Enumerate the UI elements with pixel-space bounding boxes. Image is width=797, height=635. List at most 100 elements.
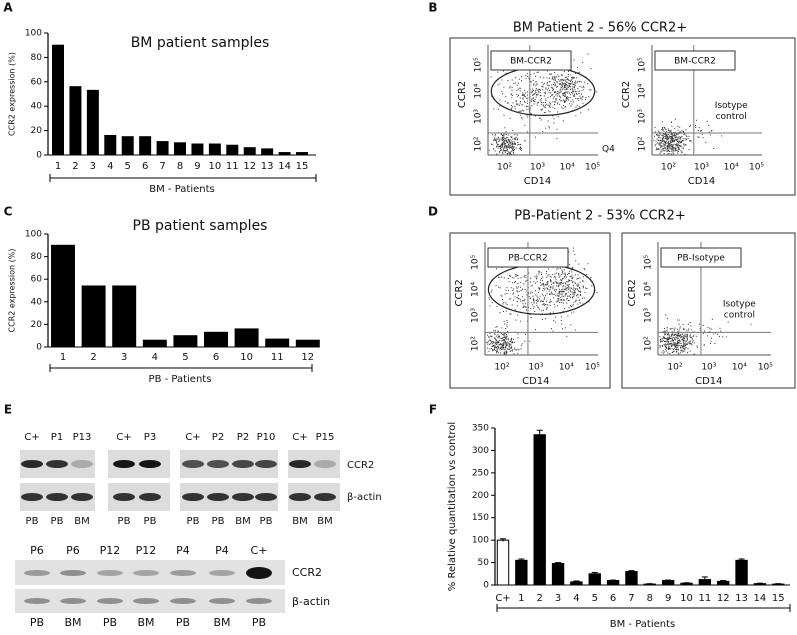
tissue-label: PB [118, 516, 131, 527]
event-dot [716, 333, 718, 335]
event-dot [671, 146, 673, 148]
lane-label: P1 [51, 432, 63, 443]
event-dot [587, 53, 589, 55]
x-tick-label: 10⁵ [758, 363, 773, 373]
event-dot [520, 101, 521, 102]
event-dot [561, 299, 563, 301]
event-dot [677, 140, 678, 142]
event-dot [676, 348, 678, 350]
event-dot [556, 285, 558, 287]
event-dot [668, 338, 670, 340]
event-dot [510, 153, 512, 155]
x-axis-label: CD14 [695, 376, 722, 387]
tissue-label: BM [213, 616, 230, 629]
band [209, 598, 235, 604]
tissue-label: BM [137, 616, 154, 629]
event-dot [548, 301, 550, 303]
event-dot [710, 130, 712, 132]
event-dot [539, 295, 541, 297]
event-dot [581, 97, 583, 99]
x-tick-label: 10² [494, 363, 509, 373]
event-dot [492, 143, 494, 145]
event-dot [668, 144, 670, 146]
x-tick-label: 14 [754, 593, 767, 604]
event-dot [669, 328, 671, 330]
event-dot [659, 133, 661, 135]
event-dot [558, 288, 560, 290]
event-dot [517, 142, 519, 143]
event-dot [536, 302, 538, 304]
event-dot [688, 149, 690, 151]
event-dot [525, 303, 527, 305]
event-dot [577, 283, 579, 285]
event-dot [495, 140, 497, 141]
event-dot [516, 287, 518, 289]
x-tick-label: 12 [301, 352, 314, 363]
event-dot [667, 339, 669, 340]
event-dot [686, 338, 688, 340]
event-dot [547, 268, 549, 270]
event-dot [682, 333, 684, 335]
event-dot [581, 93, 582, 95]
event-dot [680, 337, 682, 339]
event-dot [552, 87, 553, 89]
event-dot [671, 335, 672, 337]
event-dot [501, 137, 503, 139]
event-dot [569, 103, 570, 105]
event-dot [667, 128, 669, 130]
event-dot [670, 153, 672, 155]
event-dot [683, 338, 685, 339]
event-dot [495, 285, 497, 286]
y-tick-label: 80 [31, 252, 43, 262]
event-dot [552, 285, 554, 287]
event-dot [586, 274, 588, 275]
y-tick-label: 10⁵ [644, 254, 654, 269]
event-dot [498, 341, 500, 343]
event-dot [509, 139, 511, 141]
event-dot [567, 91, 569, 93]
event-dot [675, 333, 676, 335]
event-dot [683, 344, 684, 346]
event-dot [557, 115, 559, 117]
event-dot [674, 128, 676, 130]
event-dot [565, 94, 566, 96]
event-dot [564, 288, 565, 290]
event-dot [699, 323, 701, 325]
event-dot [564, 86, 566, 88]
event-dot [679, 145, 681, 147]
event-dot [672, 137, 673, 139]
event-dot [541, 103, 543, 105]
x-tick-label: 5 [182, 352, 188, 363]
event-dot [544, 304, 545, 306]
x-tick-label: 11 [271, 352, 284, 363]
event-dot [514, 134, 516, 135]
event-dot [572, 304, 574, 306]
lane-label: C+ [116, 432, 131, 443]
event-dot [501, 348, 503, 350]
event-dot [549, 289, 551, 290]
event-dot [670, 148, 672, 150]
event-dot [686, 340, 688, 342]
event-dot [500, 343, 502, 345]
event-dot [499, 145, 501, 147]
event-dot [538, 298, 540, 300]
band [139, 460, 161, 468]
event-dot [558, 93, 560, 95]
event-dot [518, 298, 520, 300]
tissue-label: PB [144, 516, 157, 527]
event-dot [514, 143, 516, 144]
event-dot [530, 81, 532, 83]
event-dot [662, 128, 664, 130]
event-dot [542, 102, 544, 103]
event-dot [504, 333, 506, 334]
band [46, 460, 68, 468]
event-dot [513, 153, 515, 155]
event-dot [660, 345, 662, 347]
event-dot [570, 269, 572, 271]
event-dot [664, 144, 666, 146]
event-dot [503, 333, 505, 335]
event-dot [488, 350, 490, 352]
event-dot [538, 292, 540, 294]
event-dot [589, 89, 591, 90]
event-dot [517, 274, 519, 276]
